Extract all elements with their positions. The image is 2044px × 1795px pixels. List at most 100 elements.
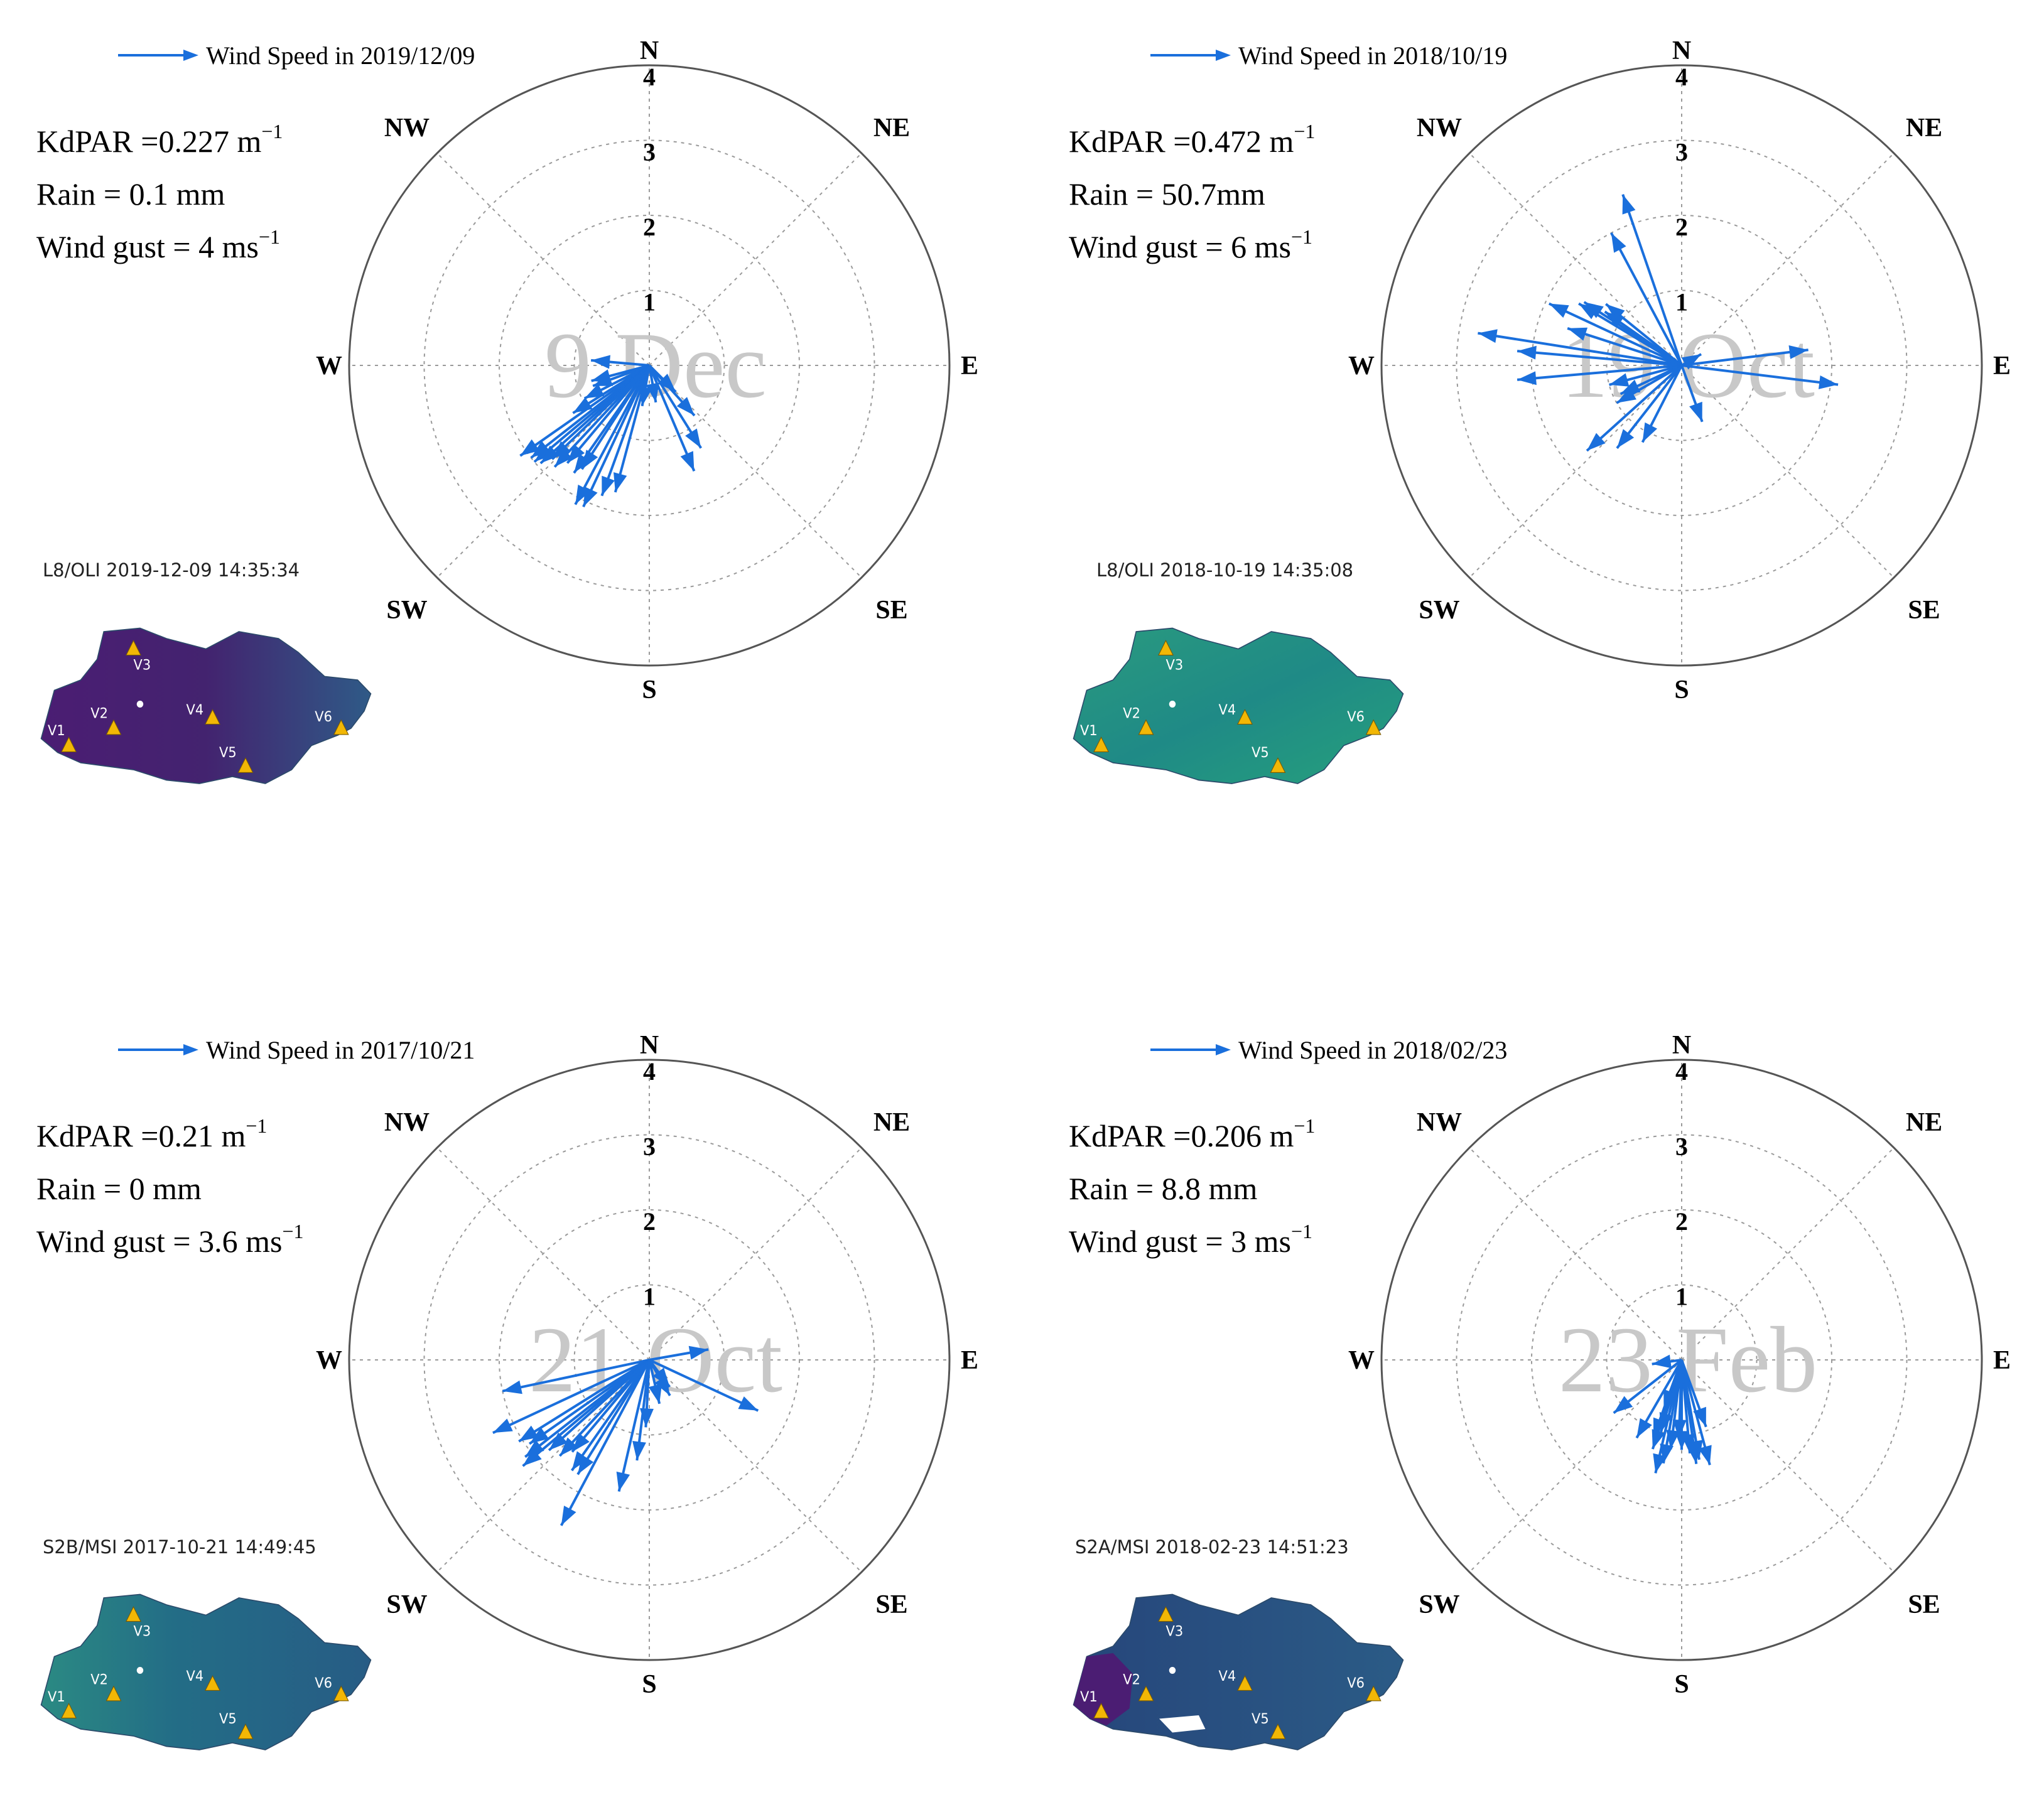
wind-vector-18 [614,365,651,493]
island-dot [136,701,144,708]
wind-vector-head-11 [554,448,573,467]
wind-vector-head-7 [531,441,551,458]
site-label-v3: V3 [1166,657,1184,674]
grid-circle-1 [573,1284,725,1436]
kdpar-unit-exponent: −1 [1294,1114,1315,1137]
wind-vector-4 [528,1359,651,1445]
compass-se: SE [875,596,907,625]
wind-vector-head-17 [1663,1389,1677,1410]
lake-shape [40,627,372,784]
gust-unit-exponent: −1 [282,1220,303,1242]
wind-vector-1 [502,1359,650,1393]
wind-vector-head-22 [685,428,701,448]
site-label-v2: V2 [1123,1672,1140,1688]
wind-vector-head-20 [646,382,659,402]
site-label-v5: V5 [219,745,237,762]
wind-vector-20 [649,1359,759,1412]
wind-vector-head-9 [1478,329,1498,343]
legend-label: Wind Speed in 2017/10/21 [206,1036,475,1064]
ring-label-3: 3 [643,138,656,166]
wind-vector-head-20 [1818,375,1839,389]
wind-vector-head-4 [584,384,605,399]
compass-e: E [961,1346,978,1375]
compass-nw: NW [1417,114,1462,143]
wind-vector-head-14 [1616,387,1636,403]
wind-vector-head-15 [639,1408,654,1428]
wind-vector-head-16 [583,487,598,507]
map-caption: S2B/MSI 2017-10-21 14:49:45 [43,1536,316,1558]
ring-label-3: 3 [1675,1133,1688,1161]
lake-v1-region [1073,1653,1133,1726]
site-label-v6: V6 [315,1676,332,1692]
legend-arrow-head [1216,50,1231,61]
wind-vector-head-19 [638,386,652,406]
wind-vector-head-21 [680,451,695,472]
wind-vector-head-11 [578,1455,594,1475]
kdpar-value: KdPAR =0.472 m−1 [1069,120,1315,159]
ring-label-4: 4 [643,1057,656,1086]
site-label-v3: V3 [134,657,151,674]
wind-vector-head-23 [676,397,695,416]
site-marker-v1 [1093,1703,1110,1718]
spoke-135 [1681,365,1895,578]
compass-sw: SW [386,1590,427,1619]
wind-vector-head-17 [1642,422,1658,443]
wind-vector-head-14 [1689,1440,1703,1460]
compass-s: S [1674,676,1689,704]
wind-vector-11 [576,1359,651,1475]
spoke-225 [436,1359,650,1573]
site-marker-v4 [205,1675,220,1691]
lake-map: V1 V2 V3 V4 V5 V6 [40,1593,372,1750]
spoke-45 [649,1147,862,1361]
wind-vector-head-14 [632,1441,646,1461]
spoke-225 [1469,1359,1682,1573]
wind-vector-head-3 [519,1425,539,1442]
legend-arrow-head [1216,1044,1231,1055]
lake-shape [1073,1593,1404,1750]
compass-sw: SW [386,596,427,625]
island-dot [1169,1667,1176,1674]
wind-vector-7 [1548,302,1682,367]
wind-vector-head-8 [560,1437,578,1456]
site-label-v6: V6 [1347,709,1365,726]
site-marker-v3 [126,1606,141,1622]
wind-vector-head-5 [525,1440,544,1457]
wind-vector-head-1 [1622,194,1636,215]
wind-vector-head-18 [1689,401,1702,422]
ring-label-4: 4 [1675,1057,1688,1086]
site-label-v5: V5 [219,1711,237,1728]
compass-n: N [640,1031,659,1060]
kdpar-unit-exponent: −1 [1294,120,1315,143]
wind-vector-head-12 [561,1506,576,1526]
lake-map: V1 V2 V3 V4 V5 V6 [1073,1593,1404,1750]
wind-vector-head-8 [534,444,553,462]
rain-value: Rain = 0.1 mm [36,176,225,212]
site-marker-v2 [105,719,122,735]
compass-w: W [316,1346,342,1375]
wind-vector-16 [582,365,651,508]
wind-vector-head-10 [1517,345,1537,360]
site-label-v3: V3 [134,1624,151,1640]
gust-unit-exponent: −1 [1291,1220,1312,1242]
grid-circle-3 [423,139,875,591]
site-label-v5: V5 [1252,1711,1269,1728]
rain-value: Rain = 8.8 mm [1069,1171,1258,1206]
compass-n: N [1672,36,1691,65]
grid-circle-2 [499,1209,800,1511]
ring-label-1: 1 [1675,1283,1688,1311]
site-marker-v1 [1093,736,1110,752]
wind-vector-19 [1681,348,1809,367]
site-marker-v3 [1158,640,1174,655]
site-marker-v6 [333,719,349,735]
compass-s: S [642,676,656,704]
grid-circle-1 [573,289,725,441]
rain-value: Rain = 0 mm [36,1171,202,1206]
compass-se: SE [1908,1590,1940,1619]
compass-ne: NE [1906,1108,1942,1137]
kdpar-unit-exponent: −1 [261,120,283,143]
rain-value: Rain = 50.7mm [1069,176,1265,212]
compass-n: N [1672,1031,1691,1060]
